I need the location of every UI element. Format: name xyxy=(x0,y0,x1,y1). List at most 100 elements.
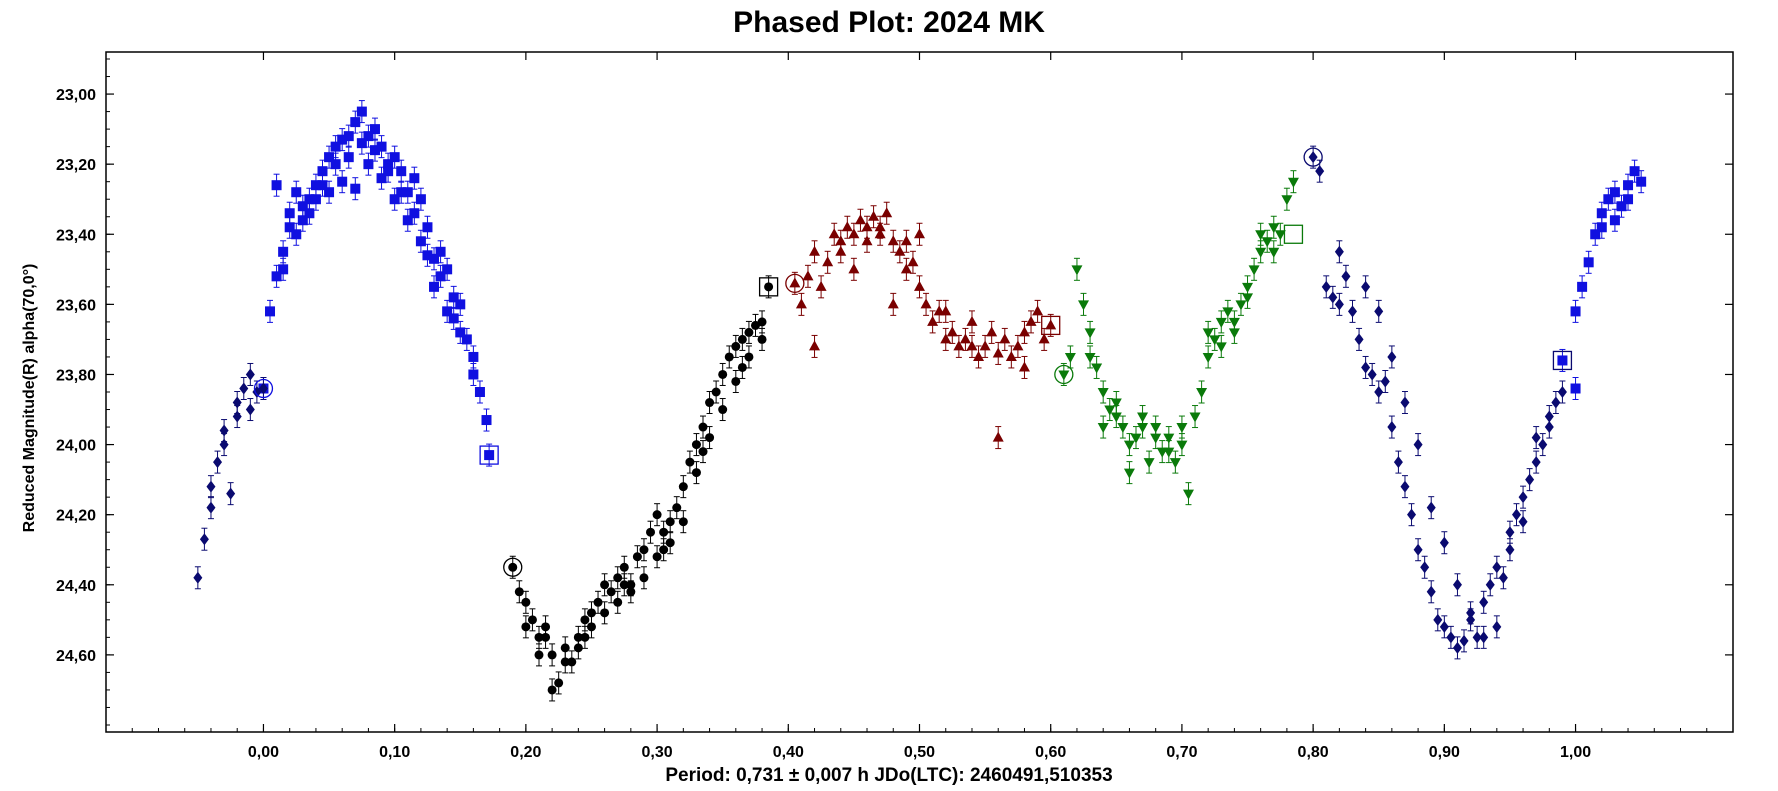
data-point xyxy=(376,173,387,184)
data-point xyxy=(1097,388,1109,398)
data-point xyxy=(887,235,899,246)
data-point xyxy=(724,352,734,362)
data-point xyxy=(828,228,840,239)
data-point xyxy=(586,608,596,618)
data-point xyxy=(1110,412,1122,423)
data-point xyxy=(1380,375,1390,388)
data-point xyxy=(310,180,321,191)
data-point xyxy=(396,166,407,177)
y-tick-label: 24,00 xyxy=(56,438,96,455)
data-point xyxy=(258,382,268,395)
data-point xyxy=(415,194,426,205)
data-point xyxy=(265,306,276,317)
x-axis-label: Period: 0,731 ± 0,007 h JDo(LTC): 246049… xyxy=(665,765,1113,786)
data-point xyxy=(992,431,1004,442)
data-point xyxy=(1518,515,1528,528)
data-point xyxy=(1104,405,1116,416)
data-point xyxy=(1189,412,1201,423)
data-point xyxy=(1215,342,1227,353)
data-point xyxy=(521,622,531,632)
data-point xyxy=(1479,596,1489,609)
y-tick-label: 23,00 xyxy=(56,87,96,104)
data-point xyxy=(304,194,315,205)
data-point xyxy=(435,271,446,282)
data-point xyxy=(1143,458,1155,469)
data-point xyxy=(1005,350,1017,361)
data-point xyxy=(271,180,282,191)
data-point xyxy=(1196,388,1208,398)
data-point xyxy=(1596,222,1607,233)
data-point xyxy=(1361,280,1371,293)
data-point xyxy=(1228,328,1240,339)
data-point xyxy=(1255,247,1267,258)
data-point xyxy=(1505,543,1515,556)
data-point xyxy=(874,221,886,232)
data-point xyxy=(1577,281,1588,292)
data-point xyxy=(711,387,721,397)
x-tick-label: 0,40 xyxy=(773,744,804,761)
y-tick-label: 23,80 xyxy=(56,367,96,384)
data-point xyxy=(848,228,860,239)
data-point xyxy=(1374,386,1384,398)
data-point xyxy=(678,482,688,492)
data-point xyxy=(639,545,649,555)
data-point xyxy=(291,187,302,198)
data-point xyxy=(1551,396,1561,409)
y-tick-label: 24,40 xyxy=(56,578,96,595)
data-point xyxy=(1130,433,1142,444)
data-point xyxy=(1222,307,1234,318)
x-tick-label: 0,70 xyxy=(1166,744,1197,761)
data-point xyxy=(600,608,610,618)
data-point xyxy=(356,106,367,117)
data-point xyxy=(527,615,537,625)
data-point xyxy=(639,573,649,583)
data-point xyxy=(1328,291,1338,304)
data-point xyxy=(1596,208,1607,219)
data-point xyxy=(330,159,341,170)
data-point xyxy=(1261,237,1273,248)
data-point xyxy=(731,341,741,351)
data-point xyxy=(1032,305,1044,316)
data-point xyxy=(900,235,912,246)
data-point xyxy=(468,351,479,362)
data-point xyxy=(484,450,495,461)
data-point xyxy=(199,533,209,546)
data-point xyxy=(1018,361,1030,372)
data-point xyxy=(1334,298,1344,311)
data-point xyxy=(1321,280,1331,293)
data-point xyxy=(402,215,413,226)
data-point xyxy=(744,327,754,337)
data-point xyxy=(815,280,827,291)
data-point xyxy=(698,422,708,432)
data-point xyxy=(1281,195,1293,206)
data-point xyxy=(1176,423,1188,434)
data-point xyxy=(1433,613,1443,626)
highlight-square xyxy=(1283,224,1304,244)
highlight-square xyxy=(758,277,779,297)
data-point xyxy=(1308,151,1318,164)
highlight-circle xyxy=(503,557,523,577)
data-point xyxy=(310,194,321,205)
data-point xyxy=(1064,352,1076,363)
data-point xyxy=(448,292,459,303)
y-tick-label: 23,60 xyxy=(56,297,96,314)
data-point xyxy=(737,362,747,372)
data-point xyxy=(226,487,236,500)
data-point xyxy=(705,433,715,443)
data-point xyxy=(1623,180,1634,191)
data-point xyxy=(1472,631,1482,644)
data-point xyxy=(1557,355,1568,366)
data-point xyxy=(1525,473,1535,486)
data-point xyxy=(1544,421,1554,434)
data-point xyxy=(757,334,767,344)
data-point xyxy=(894,245,906,256)
x-tick-label: 0,90 xyxy=(1429,744,1460,761)
data-point xyxy=(822,256,834,267)
data-point xyxy=(278,246,289,257)
data-point xyxy=(1182,489,1194,500)
data-point xyxy=(1420,561,1430,574)
y-tick-label: 23,20 xyxy=(56,157,96,174)
data-point xyxy=(718,369,728,379)
data-point xyxy=(809,340,821,351)
x-tick-label: 0,80 xyxy=(1298,744,1329,761)
